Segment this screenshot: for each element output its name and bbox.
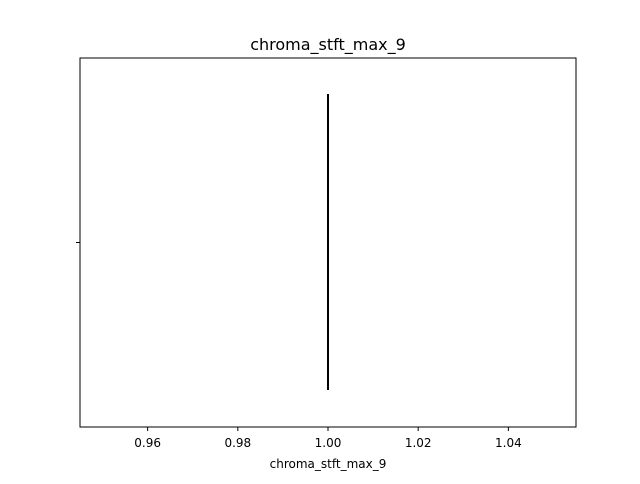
x-tick-label: 1.04 [495, 436, 522, 450]
x-tick-label: 1.02 [405, 436, 432, 450]
x-tick-label: 0.96 [134, 436, 161, 450]
chart-title: chroma_stft_max_9 [250, 35, 406, 55]
x-tick-label: 0.98 [224, 436, 251, 450]
x-axis-ticks: 0.96 0.98 1.00 1.02 1.04 [134, 427, 522, 450]
x-tick-label: 1.00 [315, 436, 342, 450]
x-axis-label: chroma_stft_max_9 [270, 457, 387, 471]
